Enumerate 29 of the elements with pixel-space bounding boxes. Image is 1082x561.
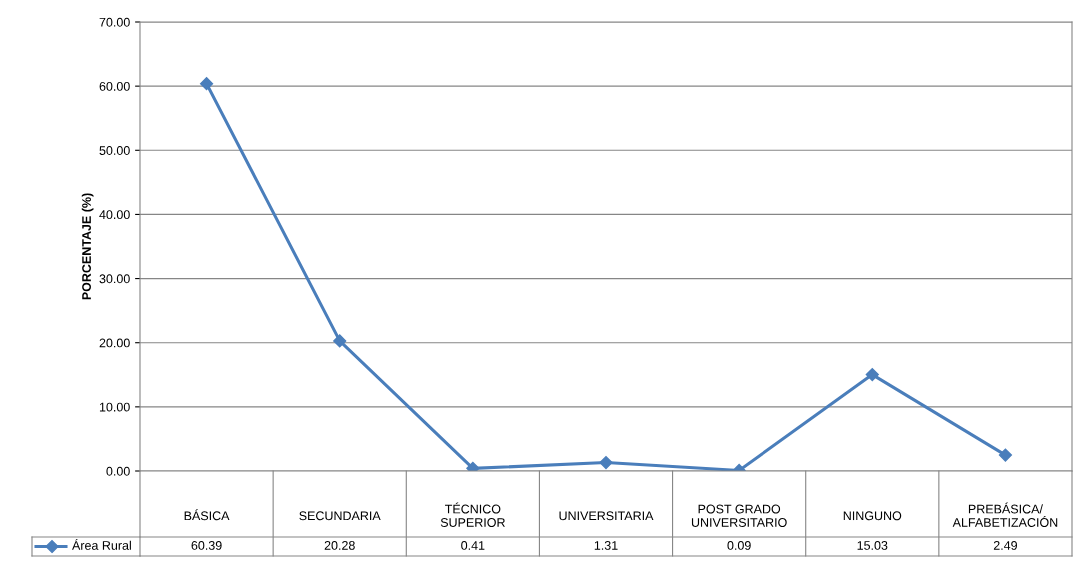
point (865, 368, 879, 382)
data-label: 20.28 (324, 541, 355, 550)
data-label: 1.31 (594, 541, 618, 550)
data-label: 15.03 (857, 541, 888, 550)
y-tick-label: 50.00 (99, 146, 130, 155)
x-tick-label: NINGUNO (843, 511, 902, 521)
data-label: 0.41 (461, 541, 485, 550)
x-tick-label: PREBÁSICA/ ALFABETIZACIÓN (952, 502, 1058, 527)
x-tick-label: TÉCNICO SUPERIOR (440, 502, 505, 527)
legend-label: Área Rural (72, 538, 131, 550)
y-tick-label: 0.00 (106, 466, 130, 476)
point (199, 77, 214, 91)
x-tick-label: BÁSICA (184, 509, 230, 521)
y-tick-label: 40.00 (99, 210, 130, 220)
y-tick-label: 70.00 (99, 17, 130, 27)
y-tick-label: 20.00 (99, 338, 130, 348)
data-label: 60.39 (191, 541, 222, 550)
x-tick-label: SECUNDARIA (299, 511, 381, 521)
y-tick-label: 60.00 (99, 81, 130, 91)
point (998, 448, 1013, 462)
data-label: 2.49 (993, 541, 1017, 550)
point (333, 334, 347, 348)
point (599, 456, 613, 470)
y-tick-label: 10.00 (99, 402, 130, 412)
y-axis-title: PORCENTAJE (%) (81, 193, 94, 300)
y-tick-label: 30.00 (99, 274, 130, 284)
x-tick-label: POST GRADO UNIVERSITARIO (691, 504, 787, 527)
data-label: 0.09 (727, 541, 751, 550)
x-tick-label: UNIVERSITARIA (559, 511, 654, 521)
